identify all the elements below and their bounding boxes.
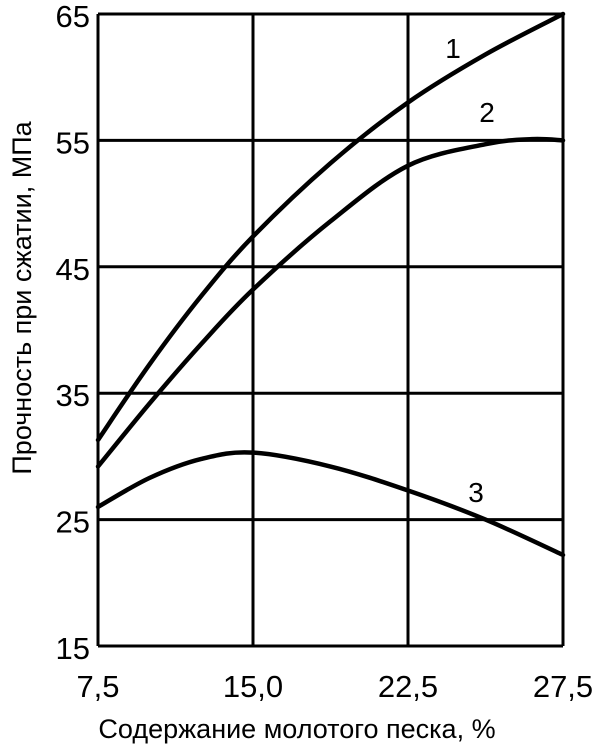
y-tick-label: 15 bbox=[56, 631, 90, 666]
y-axis-ticks: 15 25 35 45 55 65 bbox=[56, 0, 90, 666]
data-curves bbox=[95, 11, 566, 558]
curve-label-1: 1 bbox=[445, 33, 461, 64]
x-tick-label: 22,5 bbox=[378, 669, 438, 704]
x-axis-ticks: 7,5 15,0 22,5 27,5 bbox=[76, 669, 593, 704]
curve-labels: 1 2 3 bbox=[445, 33, 495, 508]
y-tick-label: 35 bbox=[56, 378, 90, 413]
x-tick-label: 27,5 bbox=[533, 669, 593, 704]
y-tick-label: 25 bbox=[56, 505, 90, 540]
y-tick-label: 65 bbox=[56, 0, 90, 34]
curve-3 bbox=[95, 450, 566, 558]
curve-label-3: 3 bbox=[468, 477, 484, 508]
y-axis-label: Прочность при сжатии, МПа bbox=[7, 120, 37, 474]
x-tick-label: 7,5 bbox=[76, 669, 119, 704]
x-axis-label: Содержание молотого песка, % bbox=[98, 714, 495, 744]
y-tick-label: 45 bbox=[56, 252, 90, 287]
grid-lines bbox=[96, 12, 565, 648]
y-tick-label: 55 bbox=[56, 125, 90, 160]
curve-label-2: 2 bbox=[479, 97, 495, 128]
x-tick-label: 15,0 bbox=[223, 669, 283, 704]
curve-2 bbox=[95, 136, 566, 469]
curve-1 bbox=[95, 11, 566, 443]
